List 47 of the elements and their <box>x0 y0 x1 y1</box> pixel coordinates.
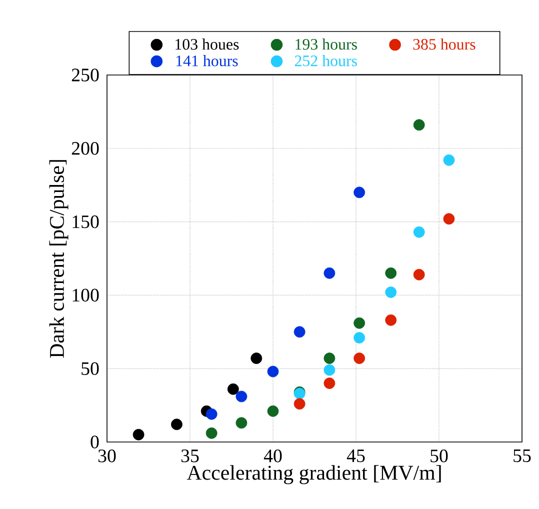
point <box>294 398 306 410</box>
x-tick-label: 30 <box>98 450 116 462</box>
x-tick-label: 40 <box>264 450 282 462</box>
y-tick-label: 200 <box>72 142 99 155</box>
point <box>206 408 218 420</box>
x-tick-label: 35 <box>181 450 199 462</box>
y-tick-label: 250 <box>72 68 99 82</box>
point <box>354 317 366 329</box>
x-tick-label: 45 <box>346 450 365 462</box>
point <box>267 366 279 378</box>
point <box>324 378 336 389</box>
point <box>443 154 455 166</box>
legend-label: 252 hours <box>294 55 357 66</box>
x-tick-label: 50 <box>430 450 448 462</box>
point <box>413 226 425 238</box>
point <box>236 390 248 402</box>
y-tick-label: 0 <box>90 436 99 448</box>
point <box>206 427 218 439</box>
point <box>385 286 397 298</box>
y-axis-title: Dark current [pC/pulse] <box>49 160 68 358</box>
point <box>227 383 239 395</box>
point <box>354 186 366 198</box>
point <box>354 332 366 344</box>
point <box>236 417 248 429</box>
y-tick-label: 50 <box>82 362 99 375</box>
point <box>385 314 397 326</box>
point <box>413 268 425 280</box>
y-tick-label: 100 <box>72 288 99 302</box>
point <box>267 405 279 417</box>
point <box>324 364 336 376</box>
point <box>324 352 336 364</box>
point <box>250 352 262 364</box>
point <box>294 326 306 338</box>
legend-label: 385 hours <box>413 38 476 50</box>
legend-label: 103 houes <box>176 38 239 50</box>
y-tick-label: 150 <box>72 215 99 228</box>
point <box>443 213 455 225</box>
legend-label: 193 hours <box>296 38 357 50</box>
point <box>171 418 182 430</box>
point <box>385 267 397 279</box>
x-axis-title: Accelerating gradient [MV/m] <box>186 465 441 484</box>
x-tick-label: 55 <box>514 450 531 462</box>
point <box>324 267 336 279</box>
point <box>354 352 366 364</box>
point <box>413 119 425 131</box>
point <box>132 428 144 440</box>
legend-label: 141 hours <box>176 55 238 66</box>
